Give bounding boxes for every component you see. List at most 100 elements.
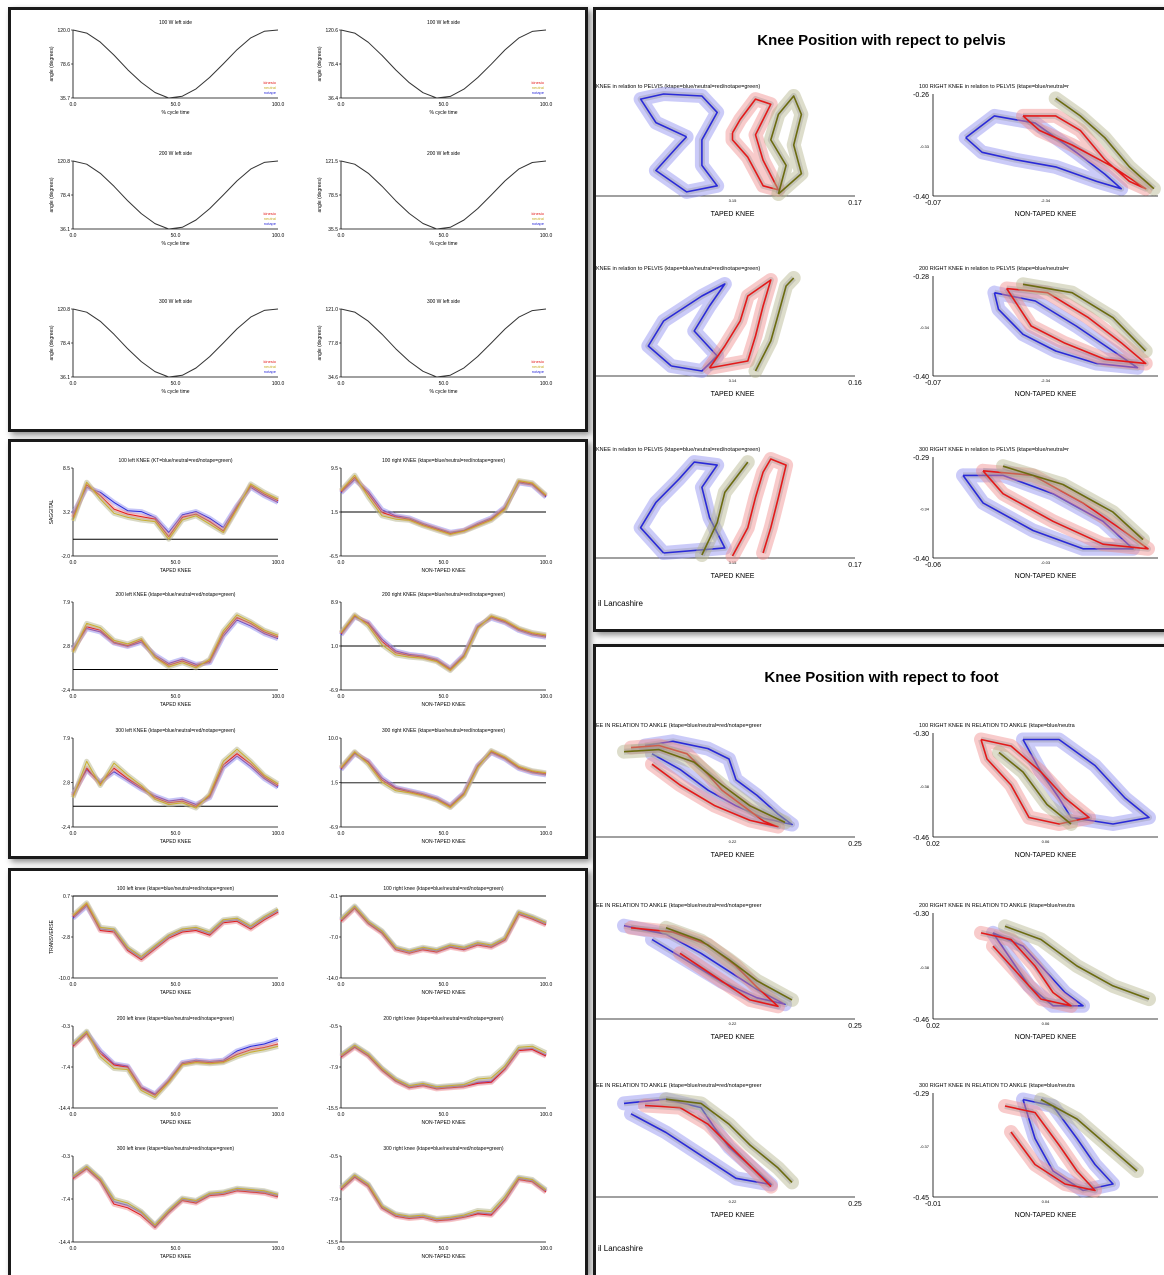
y-tick-label: -0.5 [329,1024,338,1030]
series-line-green [340,1044,547,1088]
y-tick-label: 120.8 [57,159,70,165]
x-tick-label: 50.0 [171,381,181,387]
chart-title: 100 left KNEE (KT=blue/neutral=red/notap… [118,458,232,464]
x-tick-label: -0.06 [925,562,941,569]
x-axis-label: TAPED KNEE [711,1034,755,1041]
x-tick-label: 100.0 [540,560,553,566]
series-line-green [340,750,547,808]
y-tick-label: -6.5 [329,554,338,560]
x-tick-label: 0.0 [70,1112,77,1118]
series-line-red [980,738,1090,825]
legend-entry: kinesio [532,80,545,85]
y-tick-label: -0.30 [913,911,929,918]
chart-sagittal-4: 300 left KNEE (ktape=blue/neutral=red/no… [61,728,284,845]
x-tick-label: -2.34 [1041,378,1051,383]
x-tick-label: 0.0 [70,381,77,387]
x-axis-label: NON-TAPED KNEE [421,1254,466,1260]
x-tick-label: 50.0 [439,1112,449,1118]
x-tick-label: 50.0 [439,982,449,988]
chart-title: 100 RIGHT KNEE IN RELATION TO ANKLE (kta… [919,723,1076,729]
x-tick-label: 0.17 [848,200,862,207]
legend-entry: neutral [532,364,544,369]
x-tick-label: 0.0 [338,560,345,566]
x-tick-label: 100.0 [272,1246,285,1252]
series-line-red [72,903,279,961]
x-axis-label: TAPED KNEE [711,573,755,580]
x-axis-label: % cycle time [429,241,457,247]
x-axis-label: % cycle time [429,110,457,116]
series-band-red [71,1166,279,1230]
series-line-blue [992,932,1084,1007]
x-tick-label: 0.0 [338,233,345,239]
series-line-blue [644,740,793,826]
x-tick-label: 0.0 [70,560,77,566]
y-tick-label: 78.4 [60,193,70,199]
chart-pelvis-5: 300 RIGHT KNEE in relation to PELVIS (kt… [913,447,1158,580]
x-axis-label: NON-TAPED KNEE [421,839,466,845]
x-tick-label: 0.22 [729,1199,738,1204]
y-axis-label: angle (degrees) [317,46,323,81]
y-tick-label: -0.33 [920,144,930,149]
chart-hip-angle-2: 200 W left side 120.8 78.4 36.10.0 50.0 100.0… [49,151,284,247]
x-axis-label: % cycle time [429,389,457,395]
foot-panel: Knee Position with repect to foot EE IN … [593,644,1164,1275]
y-tick-label: -2.4 [61,688,70,694]
x-tick-label: 100.0 [540,1246,553,1252]
series-line-red [1022,115,1147,190]
x-tick-label: 100.0 [272,233,285,239]
chart-title: 200 right knee (ktape=blue/neutral=red/n… [383,1016,504,1022]
legend-entry: kinesio [264,80,277,85]
y-tick-label: -2.0 [61,554,70,560]
x-axis-label: NON-TAPED KNEE [421,568,466,574]
series-line-red [1005,287,1147,365]
x-tick-label: 50.0 [439,233,449,239]
chart-title: 300 right knee (ktape=blue/neutral=red/n… [383,1146,504,1152]
x-tick-label: 0.16 [848,380,862,387]
chart-title: 200 RIGHT KNEE IN RELATION TO ANKLE (kta… [919,903,1076,909]
chart-title: 200 RIGHT KNEE in relation to PELVIS (kt… [919,266,1069,272]
legend-entry: neutral [532,216,544,221]
chart-sagittal-0: 100 left KNEE (KT=blue/neutral=red/notap… [49,458,284,574]
x-tick-label: 0.17 [848,562,862,569]
y-tick-label: -14.4 [59,1240,71,1246]
y-axis-label: angle (degrees) [317,325,323,360]
pelvis-panel-footer: il Lancashire [598,599,643,608]
x-tick-label: 50.0 [439,1246,449,1252]
x-tick-label: 50.0 [171,982,181,988]
series-line-red [340,751,547,807]
series-line-red [72,1168,279,1228]
y-tick-label: 3.2 [63,510,70,516]
x-tick-label: 50.0 [171,560,181,566]
chart-title: 100 right knee (ktape=blue/neutral=red/n… [383,886,504,892]
y-tick-label: 78.4 [328,62,338,68]
chart-title: 300 W left side [427,299,460,305]
chart-pelvis-0: KNEE in relation to PELVIS (ktape=blue/n… [596,84,862,218]
series-line-red [644,1104,772,1188]
x-tick-label: 0.02 [926,1023,940,1030]
x-tick-label: 0.0 [70,694,77,700]
series-band-blue [70,617,279,667]
x-axis-label: TAPED KNEE [711,211,755,218]
series-line-green [72,614,279,669]
y-axis-label: angle (degrees) [49,177,55,212]
series-line-green [340,905,547,952]
y-tick-label: -7.0 [329,935,338,941]
y-tick-label: 8.5 [63,466,70,472]
series-line-curve [72,29,279,99]
y-axis-label: angle (degrees) [49,325,55,360]
chart-pelvis-3: 200 RIGHT KNEE in relation to PELVIS (kt… [913,266,1158,398]
series-line-blue [1022,738,1150,825]
y-axis-label: TRANSVERSE [49,919,55,954]
x-tick-label: 0.0 [70,102,77,108]
chart-title: 100 W left side [159,20,192,26]
transverse-panel: 100 left knee (ktape=blue/neutral=red/no… [8,868,588,1275]
x-axis-label: NON-TAPED KNEE [1015,852,1077,859]
x-tick-label: 0.06 [1042,1021,1051,1026]
y-tick-label: -0.45 [913,1195,929,1202]
series-line-blue [993,291,1139,369]
y-tick-label: 7.9 [63,736,70,742]
x-axis-label: NON-TAPED KNEE [1015,573,1077,580]
y-tick-label: -7.9 [329,1065,338,1071]
sagittal-panel: 100 left KNEE (KT=blue/neutral=red/notap… [8,439,588,859]
chart-pelvis-2: KNEE in relation to PELVIS (ktape=blue/n… [596,266,862,398]
